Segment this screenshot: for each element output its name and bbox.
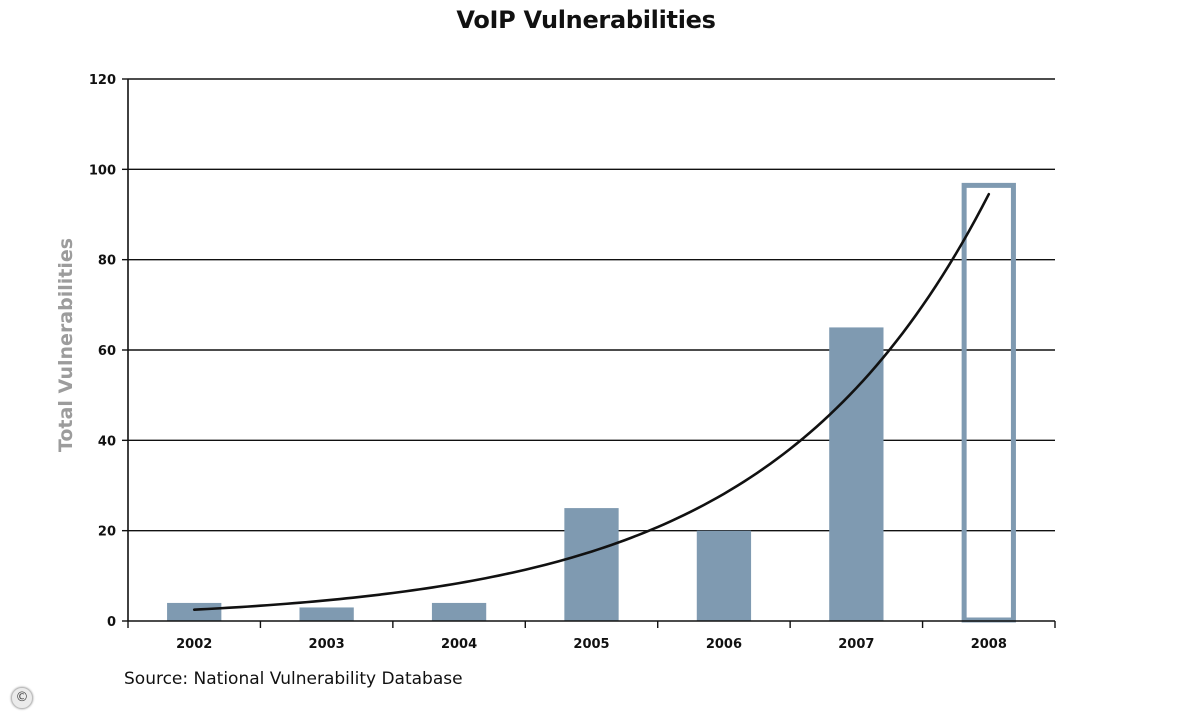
- bar-2008: [961, 182, 1016, 623]
- x-tick-label: 2006: [706, 637, 742, 652]
- bar-2006: [696, 530, 752, 621]
- y-tick-label: 60: [98, 344, 116, 359]
- tick-labels: 0 20 40 60 80 100 120 2002 2003 2004 2005 2006 2007 2…: [89, 73, 1007, 652]
- x-tick-label: 2005: [573, 637, 609, 652]
- chart-title: VoIP Vulnerabilities: [456, 6, 716, 34]
- y-tick-label: 100: [89, 163, 116, 178]
- trendline-layer: [192, 192, 991, 612]
- x-tick-label: 2008: [971, 637, 1007, 652]
- bar-2002: [167, 602, 222, 621]
- copyright-icon: ©: [11, 687, 33, 709]
- x-tick-label: 2002: [176, 637, 212, 652]
- y-tick-label: 0: [107, 615, 116, 630]
- grid-lines: [128, 78, 1055, 532]
- x-tick-label: 2007: [838, 637, 874, 652]
- y-axis-label: Total Vulnerabilities: [55, 238, 77, 452]
- bar-2007: [829, 327, 884, 621]
- source-note: Source: National Vulnerability Database: [124, 669, 463, 689]
- axes: [122, 78, 1056, 628]
- y-tick-label: 120: [89, 73, 116, 88]
- trendline: [192, 192, 991, 612]
- bar-2005: [564, 508, 619, 621]
- x-tick-label: 2004: [441, 637, 477, 652]
- bars: [167, 182, 1016, 623]
- y-tick-label: 40: [98, 434, 116, 449]
- y-tick-label: 20: [98, 525, 116, 540]
- x-tick-label: 2003: [309, 637, 345, 652]
- bar-2003: [299, 607, 354, 621]
- bar-2004: [431, 602, 487, 621]
- y-tick-label: 80: [98, 254, 116, 269]
